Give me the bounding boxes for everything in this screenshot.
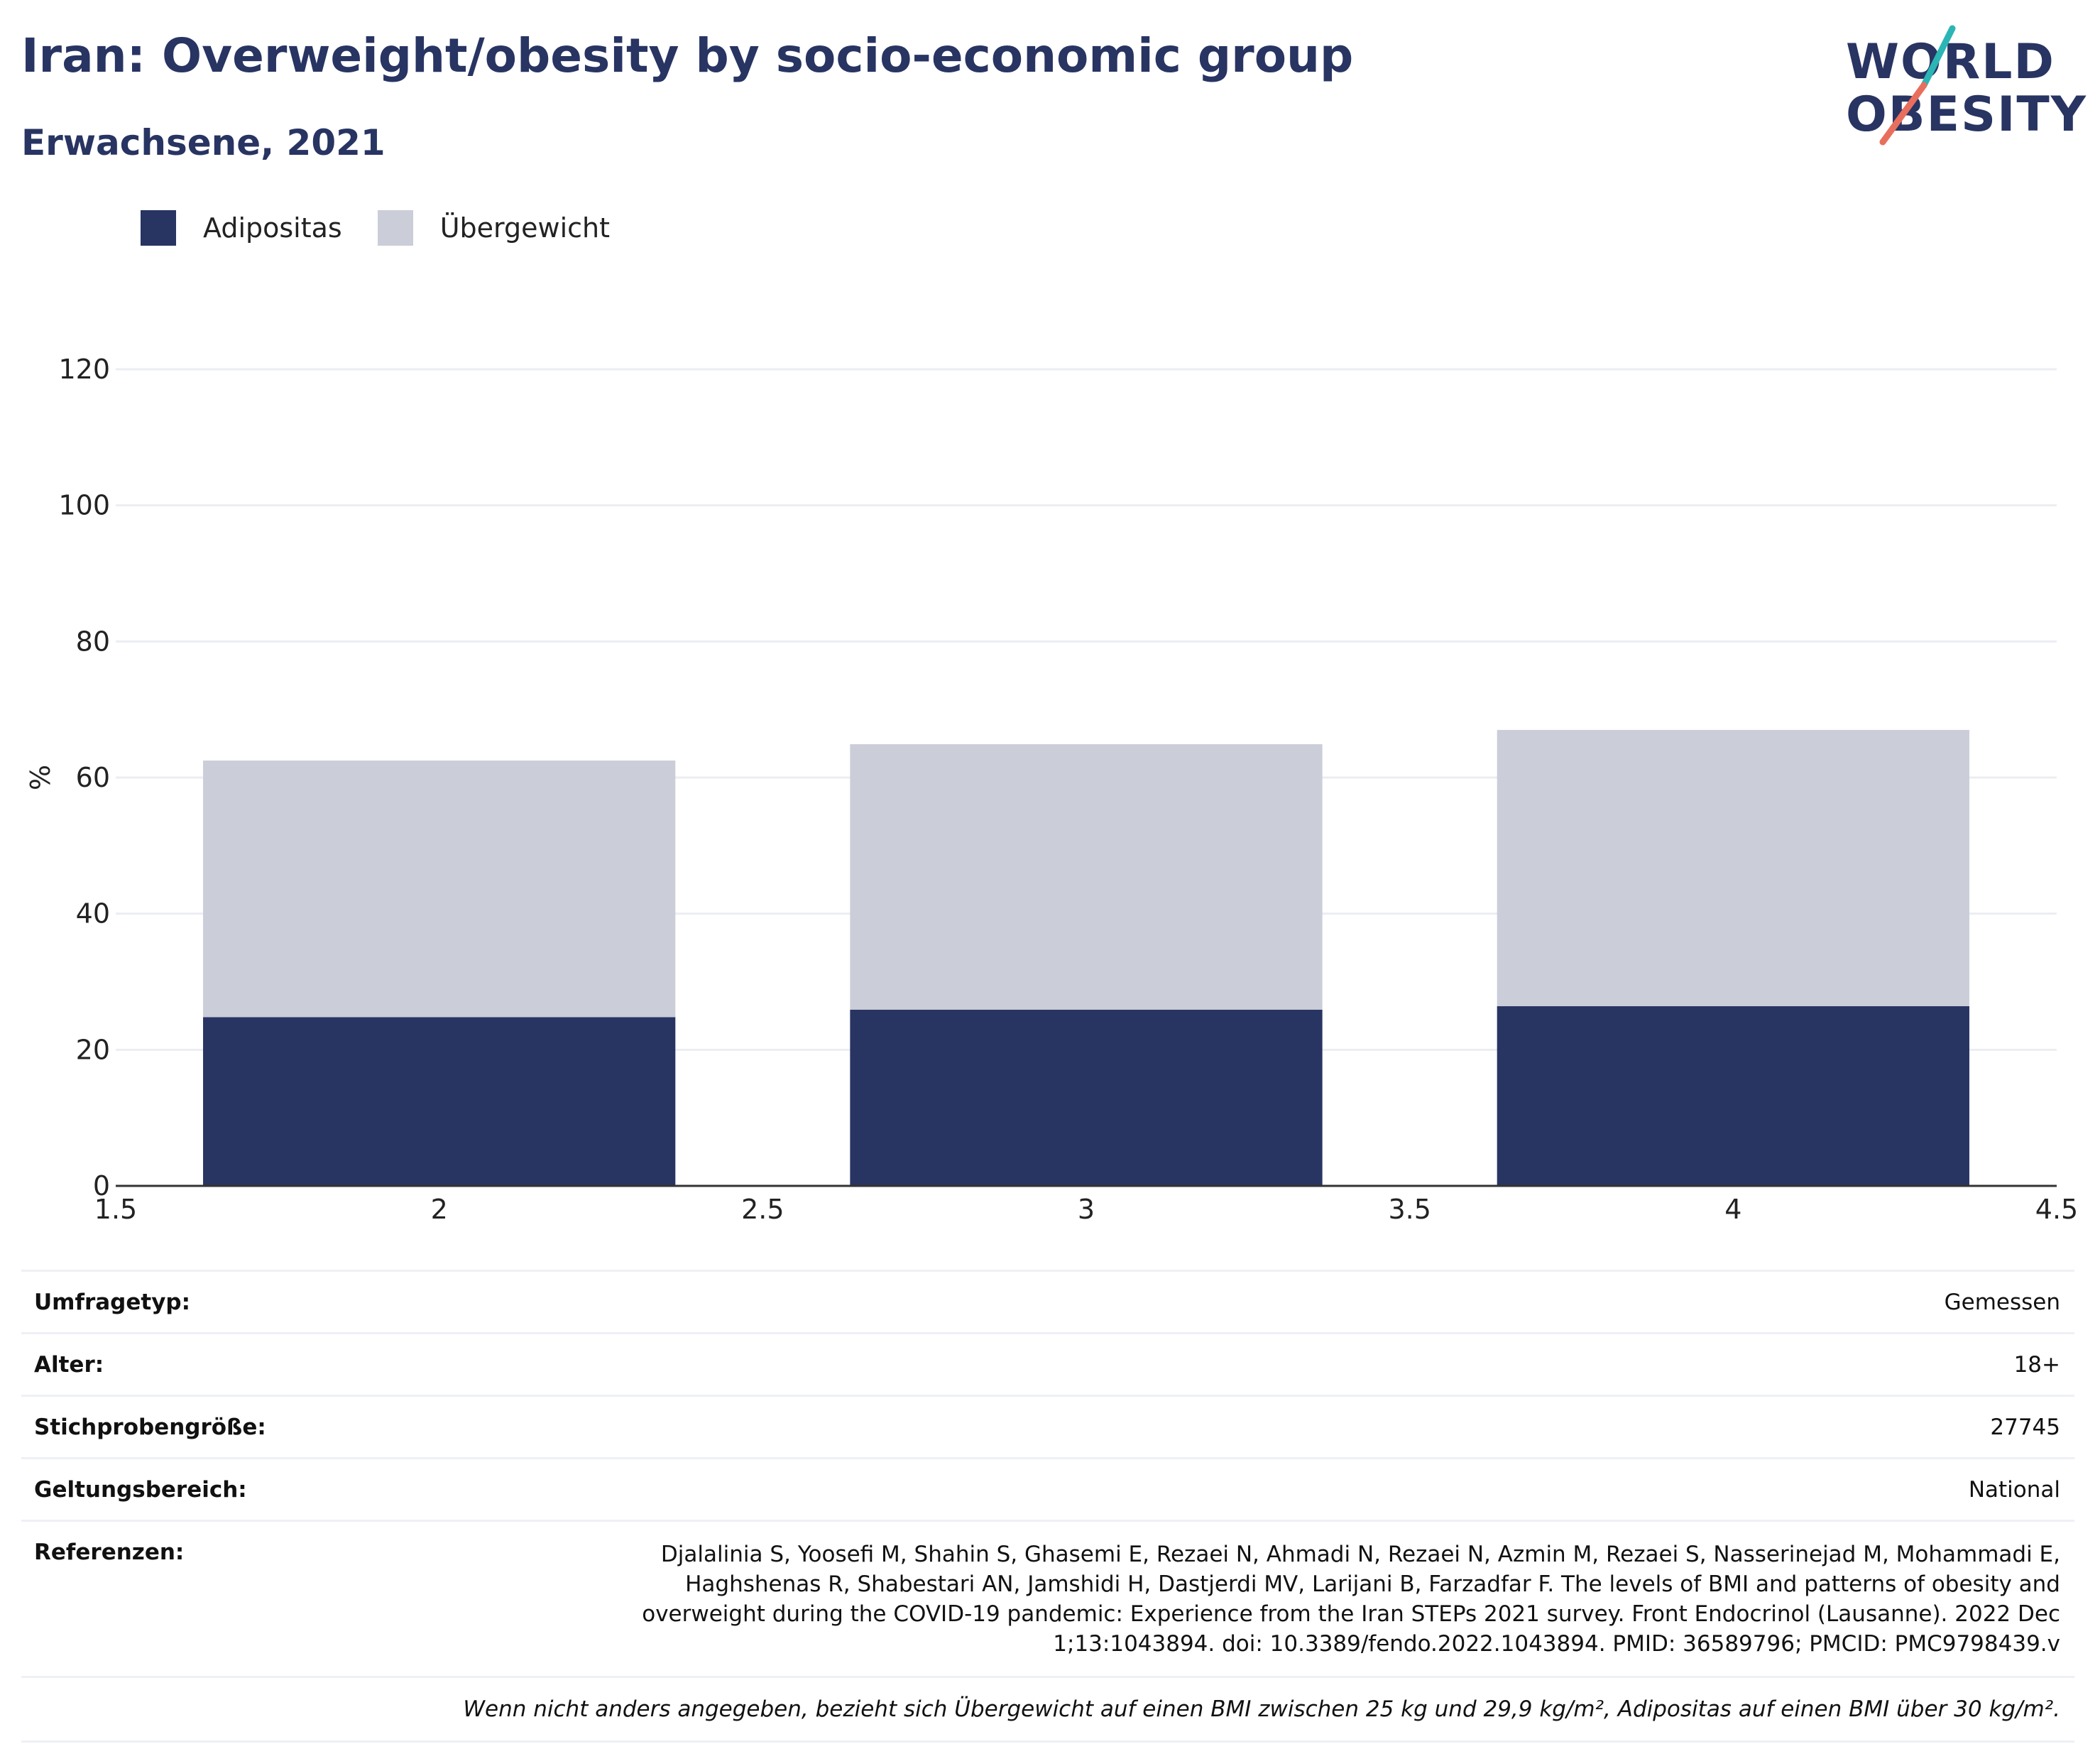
- bar-uebergewicht[interactable]: [203, 761, 676, 1018]
- bars: [203, 729, 1969, 1186]
- logo-slash-icon: [1879, 25, 1956, 146]
- x-tick-label: 3: [1078, 1194, 1095, 1225]
- x-tick-label: 1.5: [94, 1194, 137, 1225]
- info-key: Umfragetyp:: [34, 1290, 190, 1315]
- legend-label-adipositas: Adipositas: [203, 212, 342, 244]
- info-value-reference[interactable]: Djalalinia S, Yoosefi M, Shahin S, Ghase…: [642, 1542, 2060, 1657]
- y-tick-label: 100: [58, 490, 110, 521]
- x-tick-label: 4.5: [2035, 1194, 2078, 1225]
- legend-swatch-adipositas: [141, 210, 176, 246]
- info-row-geltungsbereich: Geltungsbereich: National: [21, 1457, 2074, 1520]
- x-tick-label: 2.5: [741, 1194, 784, 1225]
- legend-item-adipositas[interactable]: Adipositas: [141, 210, 342, 246]
- info-value: Gemessen: [1944, 1290, 2060, 1315]
- y-tick-label: 40: [76, 898, 110, 930]
- info-row-referenzen: Referenzen: Djalalinia S, Yoosefi M, Sha…: [21, 1520, 2074, 1676]
- info-row-stichprobengroesse: Stichprobengröße: 27745: [21, 1395, 2074, 1457]
- info-key: Alter:: [34, 1352, 104, 1378]
- info-value: National: [1968, 1477, 2060, 1503]
- info-value: 27745: [1990, 1415, 2060, 1440]
- info-table: Umfragetyp: Gemessen Alter: 18+ Stichpro…: [21, 1270, 2074, 1743]
- logo-text-world: WORLD: [1846, 34, 2055, 90]
- chart-title: Iran: Overweight/obesity by socio-econom…: [21, 28, 1354, 83]
- bar-adipositas[interactable]: [1497, 1006, 1969, 1186]
- info-key: Geltungsbereich:: [34, 1477, 247, 1503]
- x-tick-label: 2: [431, 1194, 448, 1225]
- info-row-umfragetyp: Umfragetyp: Gemessen: [21, 1270, 2074, 1332]
- chart-subtitle: Erwachsene, 2021: [21, 122, 385, 163]
- y-tick-label: 60: [76, 762, 110, 793]
- y-axis-title: %: [25, 765, 56, 790]
- info-key: Stichprobengröße:: [34, 1415, 266, 1440]
- y-tick-label: 80: [76, 626, 110, 657]
- legend-item-uebergewicht[interactable]: Übergewicht: [377, 210, 610, 246]
- legend: Adipositas Übergewicht: [141, 210, 645, 246]
- y-tick-label: 0: [93, 1170, 110, 1202]
- axes: 0 20 40 60 80 100 120 1.5 2 2.5 3 3.5 4 4.5%: [25, 354, 2078, 1225]
- legend-label-uebergewicht: Übergewicht: [439, 212, 610, 244]
- stacked-bar-chart: 0 20 40 60 80 100 120 1.5 2 2.5 3 3.5 4 4.5%: [25, 354, 2078, 1225]
- bar-adipositas[interactable]: [850, 1009, 1323, 1186]
- world-obesity-logo: WORLD OBESITY: [1846, 21, 2087, 156]
- footnote: Wenn nicht anders angegeben, bezieht sic…: [21, 1676, 2074, 1743]
- y-tick-label: 120: [58, 354, 110, 385]
- info-row-alter: Alter: 18+: [21, 1332, 2074, 1395]
- bar-uebergewicht[interactable]: [850, 744, 1323, 1010]
- x-tick-label: 3.5: [1388, 1194, 1431, 1225]
- legend-swatch-uebergewicht: [377, 210, 413, 246]
- bar-adipositas[interactable]: [203, 1017, 676, 1186]
- bar-uebergewicht[interactable]: [1497, 729, 1969, 1006]
- x-tick-label: 4: [1724, 1194, 1741, 1225]
- info-key: Referenzen:: [34, 1540, 185, 1565]
- y-tick-label: 20: [76, 1034, 110, 1065]
- info-value: 18+: [2013, 1352, 2060, 1378]
